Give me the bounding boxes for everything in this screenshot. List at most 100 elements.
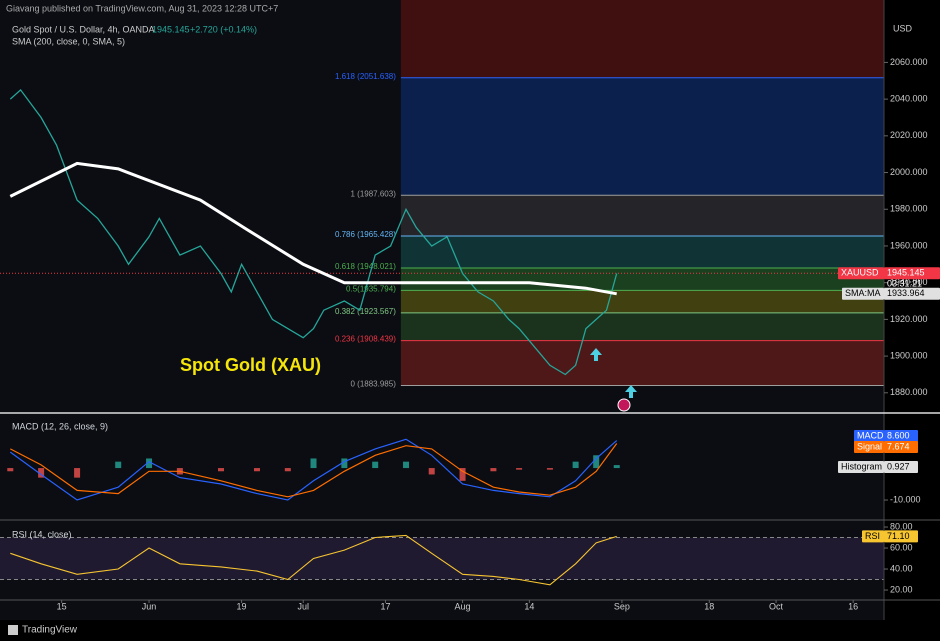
y-tick-label: 1900.000 — [890, 350, 928, 360]
macd-name: Signal — [857, 441, 882, 451]
fib-band — [400, 77, 884, 196]
histogram-bar — [516, 468, 523, 470]
fib-label: 0.236 (1908.439) — [335, 335, 396, 344]
brand-logo — [8, 625, 18, 635]
macd-value-box — [884, 441, 918, 453]
fib-label: 0.786 (1965.428) — [335, 230, 396, 239]
fib-band — [400, 290, 884, 313]
rsi-name: RSI — [865, 531, 880, 541]
histogram-bar — [253, 468, 260, 472]
x-tick-label: Oct — [769, 601, 784, 611]
rsi-line — [10, 534, 617, 586]
y-tick-label: 1880.000 — [890, 387, 928, 397]
macd-title: MACD (12, 26, close, 9) — [12, 421, 108, 431]
fib-label: 0 (1883.985) — [351, 380, 397, 389]
histogram-bar — [218, 468, 224, 472]
x-tick-label: 19 — [237, 601, 247, 611]
macd-name: MACD — [857, 430, 884, 440]
fib-label: 0.618 (1948.021) — [335, 262, 396, 271]
indicator: SMA (200, close, 0, SMA, 5) — [12, 36, 125, 46]
x-tick-label: 14 — [524, 601, 534, 611]
x-tick-label: Sep — [614, 601, 630, 611]
last-price-label: 1945.145 — [887, 268, 925, 278]
y-tick-label: 20.00 — [890, 584, 913, 594]
histogram-bar — [403, 461, 410, 469]
rsi-name-box — [862, 530, 884, 543]
price-line — [9, 88, 618, 376]
x-tick-label: Aug — [455, 601, 471, 611]
macd-value-box — [884, 430, 918, 442]
countdown: 03:31:21 — [887, 279, 922, 289]
rsi-value-box — [884, 530, 918, 543]
macd-value: 7.674 — [887, 441, 910, 451]
y-tick-label: 2000.000 — [890, 167, 928, 177]
histogram-bar — [490, 468, 497, 472]
fib-label: 1.618 (2051.638) — [335, 72, 396, 81]
y-tick-label: 80.00 — [890, 521, 913, 531]
fib-band — [400, 267, 884, 291]
currency: USD — [893, 23, 913, 33]
fib-layer: 0 (1883.985) 0.236 (1908.439) 0.382 (1923.… — [335, 0, 884, 389]
fib-band — [400, 340, 884, 386]
x-tick-label: 17 — [380, 601, 390, 611]
macd-line — [9, 438, 618, 501]
histogram-bar — [572, 461, 579, 469]
histogram-bar — [428, 468, 435, 475]
histogram-bar — [310, 458, 317, 469]
plot-layer — [0, 88, 884, 586]
macd-value-box — [884, 461, 918, 473]
histogram-bar — [613, 465, 620, 469]
sma-label: 1933.964 — [887, 288, 925, 298]
y-tick-label: 60.00 — [890, 542, 913, 552]
fib-band — [400, 236, 884, 268]
last-price-label-box — [884, 267, 940, 280]
symbol: Gold Spot / U.S. Dollar, 4h, OANDA — [12, 24, 155, 34]
y-tick-label: -10.000 — [890, 494, 921, 504]
histogram-bar — [546, 468, 553, 470]
brand: TradingView — [22, 625, 78, 636]
sma-name-box — [842, 287, 884, 300]
sma-label-box — [884, 287, 940, 300]
y-tick-label: 2060.000 — [890, 57, 928, 67]
last-name-box — [838, 267, 884, 280]
fib-band — [400, 312, 884, 341]
publisher: Giavang published on TradingView.com, Au… — [6, 3, 278, 13]
change: +2.720 (+0.14%) — [190, 24, 257, 34]
last-name: XAUUSD — [841, 268, 879, 278]
macd-value: 8.600 — [887, 430, 910, 440]
sma-name: SMA:MA — [845, 288, 881, 298]
x-tick-label: Jun — [142, 601, 157, 611]
y-tick-label: 1920.000 — [890, 314, 928, 324]
histogram-bar — [146, 458, 153, 469]
histogram-bar — [115, 461, 122, 469]
arrow-marker — [625, 385, 637, 398]
macd-value: 0.927 — [887, 461, 910, 471]
rsi-title: RSI (14, close) — [12, 529, 72, 539]
histogram-bar — [341, 458, 348, 469]
fib-band — [400, 0, 884, 78]
histogram-bar — [459, 468, 466, 481]
chart-title: Spot Gold (XAU) — [180, 355, 321, 375]
rsi-value: 71.10 — [887, 531, 910, 541]
histogram-bar — [372, 461, 379, 469]
event-icon[interactable] — [617, 398, 631, 412]
fib-label: 1 (1987.603) — [351, 189, 397, 198]
y-tick-label: 40.00 — [890, 563, 913, 573]
fib-label: 0.5(1935.794) — [346, 285, 396, 294]
fib-band — [400, 195, 884, 237]
x-tick-label: Jul — [297, 601, 309, 611]
histogram-bar — [74, 468, 81, 478]
y-tick-label: 2020.000 — [890, 130, 928, 140]
x-tick-label: 16 — [848, 601, 858, 611]
macd-name-box — [854, 430, 884, 442]
y-tick-label: 1960.000 — [890, 240, 928, 250]
macd-name-box — [854, 441, 884, 453]
footer-bar — [0, 620, 940, 641]
histogram-bar — [38, 468, 45, 478]
fib-label: 0.382 (1923.567) — [335, 307, 396, 316]
price: 1945.145 — [152, 24, 190, 34]
y-tick-label: 1980.000 — [890, 204, 928, 214]
arrow-marker — [590, 348, 602, 361]
